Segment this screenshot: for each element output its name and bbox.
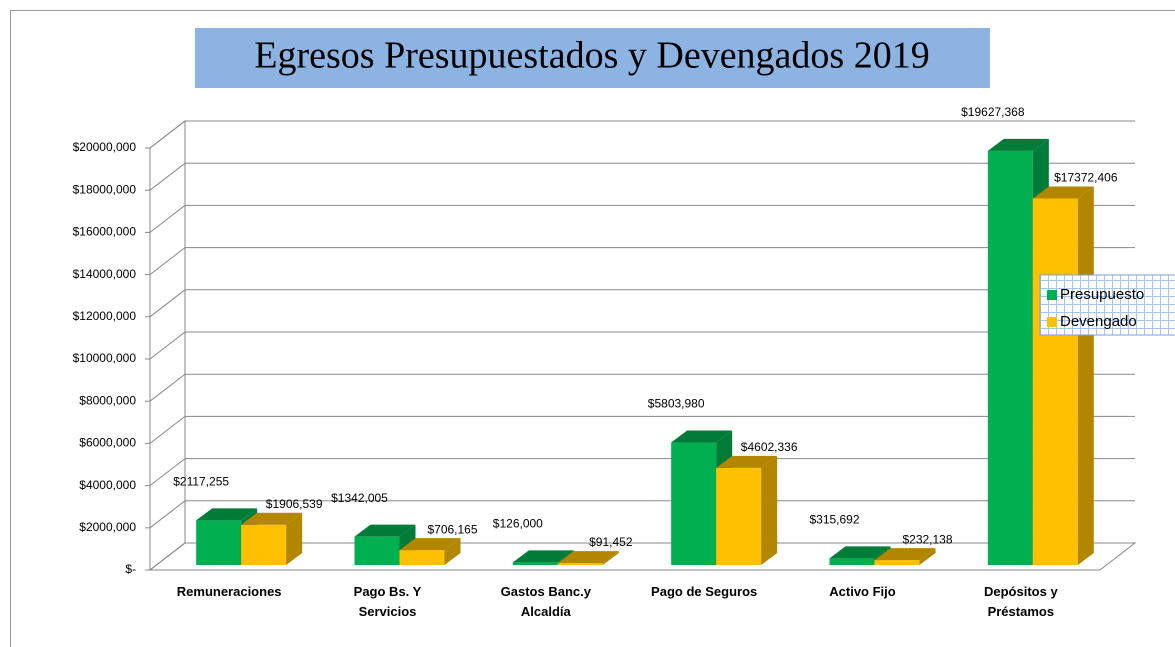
value-label: $1342,005 [331, 491, 388, 505]
bar-top [716, 455, 778, 468]
grid-line [149, 373, 1135, 402]
x-tick-label-box: Activo Fijo [829, 584, 896, 599]
x-tick-label-box: Depósitos y Préstamos [983, 584, 1058, 619]
legend-label: Presupuesto [1060, 286, 1144, 303]
bar-front [512, 562, 558, 565]
x-tick-label: Pago de Seguros [651, 584, 758, 599]
chart-title: Egresos Presupuestados y Devengados 2019 [254, 35, 929, 77]
bar-front [399, 550, 445, 565]
value-label: $232,138 [902, 532, 952, 546]
chart-frame [10, 10, 1175, 647]
bar-top [399, 538, 461, 551]
bar-front [196, 520, 242, 565]
bar [874, 548, 936, 565]
bar-front [874, 560, 920, 565]
bar-front [829, 558, 875, 565]
y-tick-label: $2000,000 [79, 520, 136, 534]
value-label: $5803,980 [648, 397, 705, 411]
value-label: $2117,255 [173, 474, 229, 488]
y-tick-label: $8000,000 [79, 393, 136, 407]
bar-top [671, 430, 733, 443]
y-tick-label: $10000,000 [73, 351, 137, 365]
grid-line [149, 247, 1135, 275]
legend-swatch [1047, 317, 1057, 327]
x-tick-label: Depósitos y Préstamos [983, 584, 1058, 619]
bar-top [557, 551, 619, 564]
grid-line [149, 204, 1135, 233]
bar-side [602, 551, 619, 565]
title-box [195, 28, 990, 88]
grid-line [149, 162, 1135, 191]
bar-side [444, 538, 461, 565]
x-tick-label-box: Pago de Seguros [651, 584, 758, 599]
grid-line [149, 458, 1135, 486]
legend-label: Devengado [1060, 313, 1137, 330]
y-tick-label: $16000,000 [73, 225, 137, 239]
y-tick-label: $18000,000 [73, 182, 137, 196]
bar-front [557, 563, 603, 565]
bar-side [286, 512, 303, 565]
x-tick-label-box: Gastos Banc.y Alcaldía [500, 584, 591, 619]
bar-top [987, 138, 1049, 151]
grid-line [149, 415, 1135, 444]
y-tick-label: $- [125, 562, 136, 576]
x-tick-label-box: Pago Bs. Y Servicios [353, 584, 422, 619]
bar [557, 551, 619, 565]
bar-side [1077, 186, 1094, 565]
value-label: $4602,336 [741, 440, 798, 454]
bar-top [1032, 186, 1094, 199]
bar-front [354, 536, 400, 565]
bar-front [671, 442, 717, 565]
x-tick-label-box: Remuneraciones [176, 584, 282, 599]
grid-line [149, 289, 1135, 318]
value-label: $315,692 [809, 513, 859, 527]
value-label: $126,000 [493, 517, 543, 531]
bar-front [716, 467, 762, 565]
bar [241, 512, 303, 565]
grid-line [149, 120, 1135, 149]
bar-top [354, 524, 416, 537]
bar-front [241, 524, 287, 565]
y-tick-label: $14000,000 [73, 267, 137, 281]
bar [399, 538, 461, 565]
bar-top [196, 508, 258, 521]
value-label: $17372,406 [1054, 171, 1118, 185]
bar-top [241, 512, 303, 525]
bar-top [512, 550, 574, 563]
y-tick-label: $4000,000 [79, 478, 136, 492]
x-tick-label: Remuneraciones [176, 584, 282, 599]
x-tick-label: Activo Fijo [829, 584, 896, 599]
y-tick-label: $12000,000 [73, 309, 137, 323]
bar-side [761, 455, 778, 565]
bar-top [829, 546, 891, 559]
grid-line [149, 500, 1135, 529]
value-label: $706,165 [427, 522, 477, 536]
y-tick-label: $20000,000 [73, 140, 137, 154]
bar [716, 455, 778, 565]
bar-front [1032, 198, 1078, 565]
bar-top [874, 548, 936, 561]
bar-front [987, 150, 1033, 565]
legend-box [1039, 274, 1175, 336]
value-label: $1906,539 [266, 497, 323, 511]
bar [1032, 186, 1094, 565]
grid-line [149, 542, 1135, 571]
x-tick-label: Gastos Banc.y Alcaldía [500, 584, 591, 619]
grid-line [149, 331, 1135, 360]
legend-swatch [1047, 290, 1057, 300]
y-tick-label: $6000,000 [79, 436, 136, 450]
bar-side [919, 548, 936, 565]
value-label: $91,452 [589, 535, 633, 549]
x-tick-label: Pago Bs. Y Servicios [353, 584, 422, 619]
value-label: $19627,368 [961, 105, 1025, 119]
